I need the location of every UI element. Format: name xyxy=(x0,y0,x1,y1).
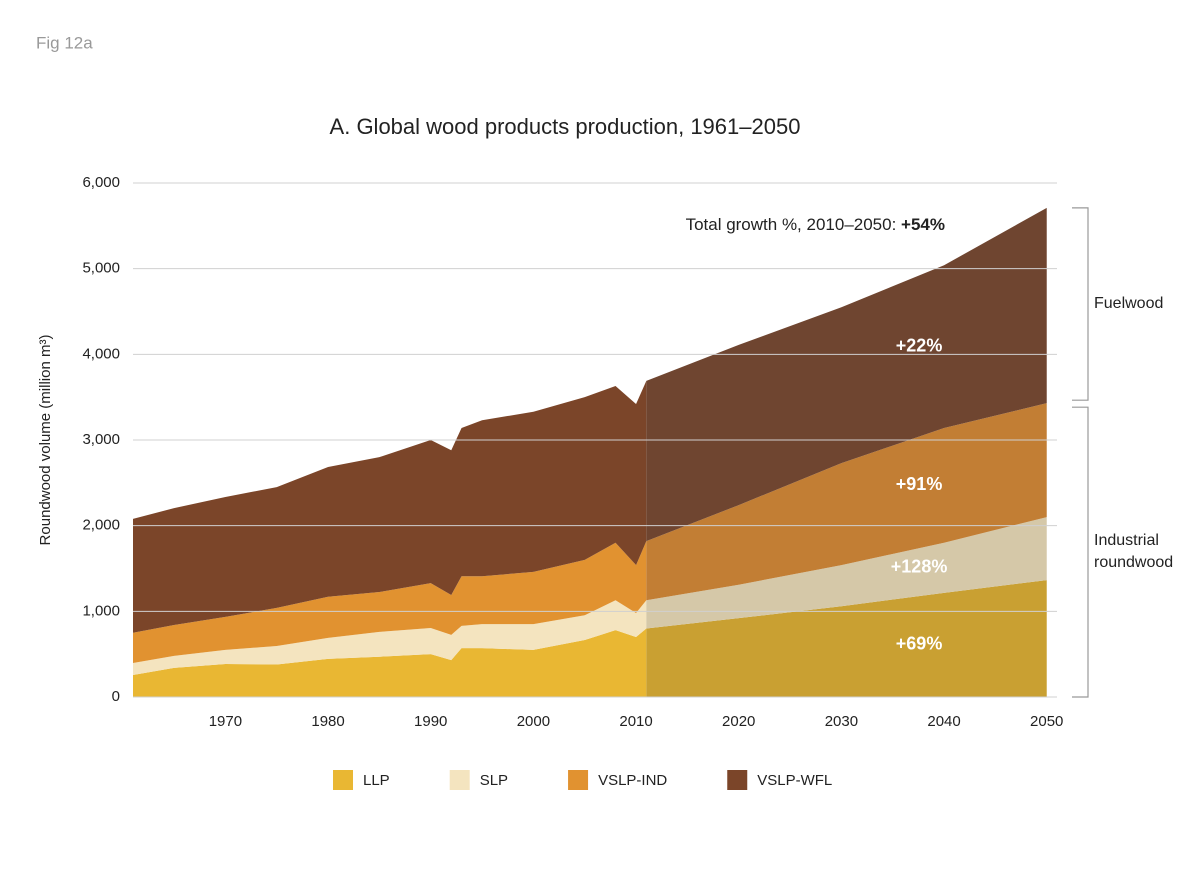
y-tick-label: 2,000 xyxy=(82,517,120,534)
figure-label: Fig 12a xyxy=(36,33,93,52)
area-historical xyxy=(133,380,647,633)
area-historical xyxy=(133,541,647,663)
growth-label: +128% xyxy=(891,557,948,577)
x-tick-label: 1980 xyxy=(311,713,344,730)
annotation-text: Total growth %, 2010–2050: xyxy=(686,215,901,234)
x-tick-label: 2010 xyxy=(619,713,652,730)
legend-swatch xyxy=(449,770,470,790)
y-tick-label: 0 xyxy=(112,688,120,705)
annotation-value: +54% xyxy=(901,215,945,234)
area-projection xyxy=(646,517,1047,629)
area-historical xyxy=(133,628,647,697)
y-axis-label: Roundwood volume (million m³) xyxy=(37,335,54,546)
y-tick-label: 1,000 xyxy=(82,602,120,619)
x-tick-label: 1990 xyxy=(414,713,447,730)
y-tick-label: 5,000 xyxy=(82,260,120,277)
y-tick-label: 3,000 xyxy=(82,431,120,448)
annotation: Total growth %, 2010–2050: +54% xyxy=(686,215,945,234)
x-tick-label: 2050 xyxy=(1030,713,1063,730)
legend-label: VSLP-IND xyxy=(598,772,667,789)
y-tick-label: 6,000 xyxy=(82,174,120,191)
x-tick-label: 2000 xyxy=(517,713,550,730)
y-tick-label: 4,000 xyxy=(82,345,120,362)
x-tick-label: 1970 xyxy=(209,713,242,730)
legend-swatch xyxy=(568,770,589,790)
area-historical xyxy=(133,600,647,675)
group-label-box: Industrial roundwood xyxy=(1094,532,1174,572)
chart-title: A. Global wood products production, 1961… xyxy=(330,114,801,139)
x-tick-label: 2020 xyxy=(722,713,755,730)
plot-area xyxy=(133,207,1047,697)
growth-label: +22% xyxy=(896,335,943,355)
group-bracket xyxy=(1072,207,1089,401)
group-bracket xyxy=(1072,406,1089,698)
legend-swatch xyxy=(727,770,748,790)
legend-label: LLP xyxy=(363,772,390,789)
growth-label: +91% xyxy=(896,474,943,494)
growth-label: +69% xyxy=(896,634,943,654)
area-projection xyxy=(646,580,1047,697)
group-label: Fuelwood xyxy=(1094,295,1164,312)
legend-label: VSLP-WFL xyxy=(757,772,832,789)
area-projection xyxy=(646,403,1047,601)
area-projection xyxy=(646,207,1047,542)
x-tick-label: 2030 xyxy=(825,713,858,730)
legend-label: SLP xyxy=(480,772,508,789)
x-tick-label: 2040 xyxy=(927,713,960,730)
group-label-box: Fuelwood xyxy=(1094,295,1164,312)
legend-swatch xyxy=(333,770,353,790)
group-label: Industrial roundwood xyxy=(1094,532,1174,572)
